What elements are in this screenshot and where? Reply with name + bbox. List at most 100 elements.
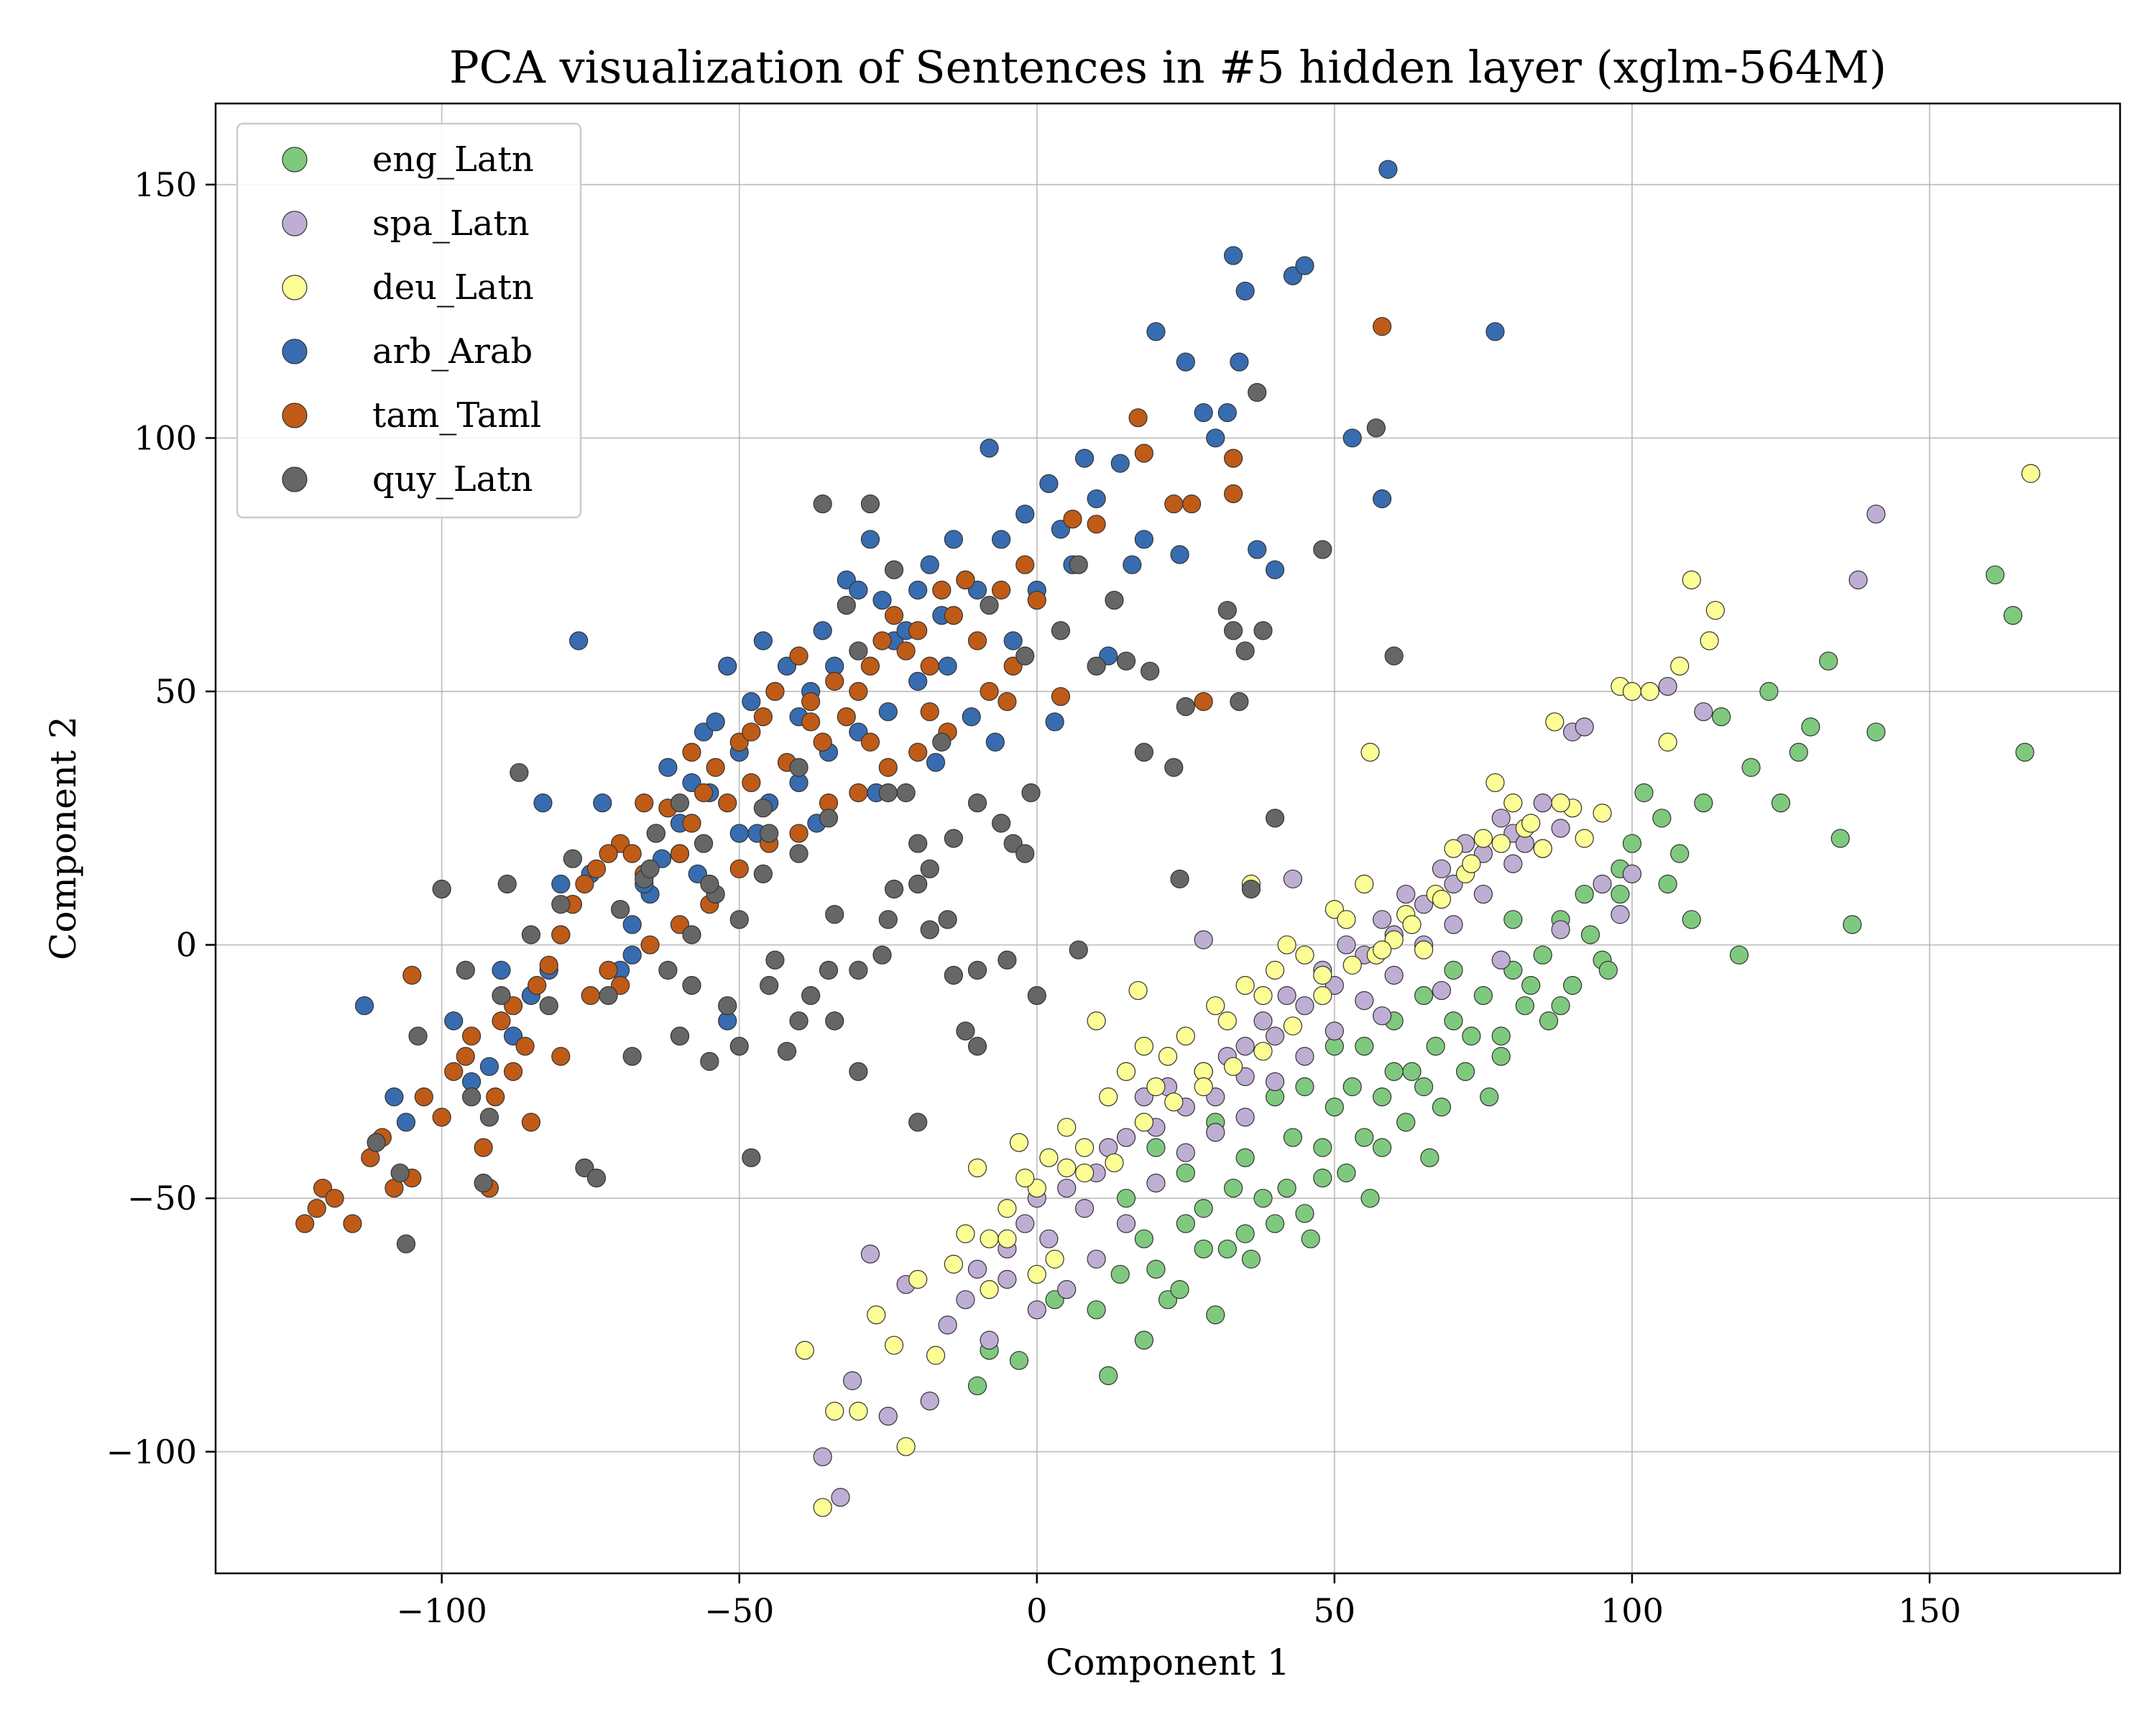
data-point: [1253, 1041, 1273, 1061]
data-point: [1313, 1138, 1332, 1157]
legend-label: eng_Latn: [372, 139, 534, 180]
data-point: [878, 702, 898, 722]
data-point: [1295, 945, 1314, 965]
data-point: [926, 753, 946, 772]
data-point: [390, 1163, 410, 1183]
data-point: [343, 1214, 362, 1233]
data-point: [1503, 794, 1523, 813]
data-point: [1355, 874, 1374, 894]
data-point: [1521, 975, 1541, 995]
data-point: [539, 996, 558, 1016]
data-point: [1485, 773, 1505, 793]
data-point: [1087, 1300, 1106, 1320]
data-point: [1313, 986, 1332, 1006]
data-point: [1515, 996, 1534, 1016]
data-point: [706, 712, 725, 732]
data-point: [878, 758, 898, 777]
data-point: [1705, 601, 1725, 620]
data-point: [1313, 965, 1332, 985]
data-point: [367, 1133, 386, 1152]
data-point: [599, 844, 618, 863]
data-point: [521, 1113, 541, 1132]
data-point: [1432, 890, 1452, 909]
data-point: [1146, 1173, 1166, 1193]
legend-label: quy_Latn: [372, 459, 533, 500]
data-point: [408, 1026, 428, 1046]
data-point: [1003, 631, 1023, 650]
data-point: [908, 621, 928, 640]
data-point: [461, 1026, 482, 1046]
data-point: [967, 631, 987, 650]
data-point: [1444, 915, 1463, 934]
data-point: [1462, 1026, 1481, 1046]
data-point: [944, 965, 963, 985]
data-point: [1622, 834, 1642, 853]
data-point: [998, 1269, 1017, 1289]
data-point: [1342, 1077, 1362, 1097]
data-point: [878, 1407, 898, 1426]
data-point: [1444, 1011, 1463, 1031]
data-point: [307, 1199, 326, 1218]
data-point: [1444, 839, 1463, 858]
data-point: [1325, 1098, 1344, 1117]
data-point: [551, 895, 571, 914]
x-tick-label: 100: [1600, 1591, 1664, 1630]
data-point: [967, 1036, 987, 1056]
data-point: [1843, 915, 1862, 934]
data-point: [980, 1330, 999, 1350]
data-point: [1128, 980, 1148, 1000]
x-tick-label: 0: [1026, 1591, 1047, 1630]
data-point: [1027, 986, 1046, 1006]
data-point: [1128, 408, 1148, 428]
data-point: [1074, 1138, 1095, 1157]
data-point: [1134, 443, 1153, 463]
data-point: [1473, 986, 1493, 1006]
data-point: [1373, 910, 1392, 929]
data-point: [1337, 1163, 1356, 1183]
data-point: [1134, 530, 1153, 549]
data-point: [640, 935, 660, 954]
data-point: [1027, 1264, 1046, 1284]
data-point: [825, 671, 844, 691]
data-point: [992, 814, 1011, 833]
data-point: [622, 844, 642, 863]
data-point: [1027, 590, 1046, 610]
data-point: [1866, 505, 1886, 524]
data-point: [718, 996, 737, 1016]
data-point: [599, 986, 618, 1006]
data-point: [432, 1108, 451, 1127]
data-point: [777, 1041, 797, 1061]
data-point: [479, 1108, 499, 1127]
data-point: [1248, 540, 1267, 559]
data-point: [1110, 1264, 1130, 1284]
data-point: [1087, 1011, 1106, 1031]
data-point: [1057, 1118, 1077, 1137]
data-point: [1015, 1214, 1035, 1233]
chart-title: PCA visualization of Sentences in #5 hid…: [449, 41, 1886, 93]
data-point: [1223, 246, 1243, 265]
data-point: [581, 986, 600, 1006]
data-point: [920, 555, 939, 574]
data-point: [1230, 692, 1249, 712]
data-point: [765, 950, 785, 970]
data-point: [1194, 692, 1213, 712]
data-point: [908, 1113, 928, 1132]
data-point: [998, 950, 1017, 970]
data-point: [1265, 560, 1285, 579]
data-point: [849, 1062, 868, 1081]
data-point: [1533, 794, 1552, 813]
legend-marker: [282, 211, 308, 236]
data-point: [1473, 829, 1493, 848]
data-point: [1759, 681, 1779, 702]
data-point: [742, 722, 761, 742]
data-point: [1373, 1006, 1392, 1026]
data-point: [896, 641, 916, 661]
data-point: [1801, 717, 1820, 737]
data-point: [1039, 1148, 1059, 1167]
data-point: [1491, 1046, 1511, 1066]
data-point: [938, 656, 957, 676]
data-point: [1176, 1026, 1195, 1046]
data-point: [396, 1234, 416, 1254]
data-point: [1057, 1178, 1077, 1198]
legend-marker: [282, 466, 308, 492]
